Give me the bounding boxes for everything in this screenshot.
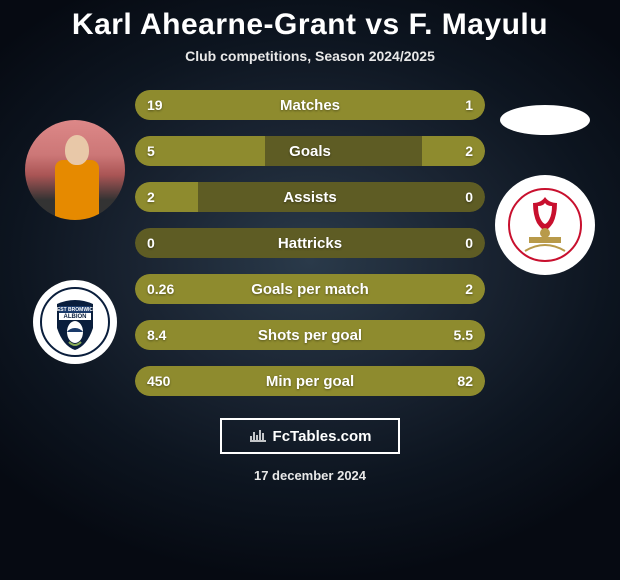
page-title: Karl Ahearne-Grant vs F. Mayulu bbox=[0, 8, 620, 42]
stat-label: Matches bbox=[135, 90, 485, 120]
club-crest-right bbox=[495, 175, 595, 275]
left-side: EST BROMWIC ALBION bbox=[15, 90, 135, 364]
brand-label: FcTables.com bbox=[273, 428, 372, 445]
footer-date: 17 december 2024 bbox=[0, 468, 620, 483]
stat-row: 0.262Goals per match bbox=[135, 274, 485, 304]
stat-label: Goals bbox=[135, 136, 485, 166]
svg-text:EST BROMWIC: EST BROMWIC bbox=[57, 307, 93, 313]
stat-row: 45082Min per goal bbox=[135, 366, 485, 396]
subtitle: Club competitions, Season 2024/2025 bbox=[0, 48, 620, 64]
player-photo-right-placeholder bbox=[500, 105, 590, 135]
chart-icon bbox=[249, 426, 267, 447]
brand-footer: FcTables.com bbox=[220, 418, 400, 454]
stat-label: Goals per match bbox=[135, 274, 485, 304]
right-side bbox=[485, 90, 605, 275]
stat-row: 52Goals bbox=[135, 136, 485, 166]
stat-label: Assists bbox=[135, 182, 485, 212]
stat-row: 00Hattricks bbox=[135, 228, 485, 258]
stat-bars: 191Matches 52Goals 20Assists 00Hattricks 0.2… bbox=[135, 90, 485, 396]
comparison-main: EST BROMWIC ALBION 191Matches 52Goals 20As… bbox=[0, 90, 620, 396]
content-root: Karl Ahearne-Grant vs F. Mayulu Club com… bbox=[0, 0, 620, 580]
stat-row: 8.45.5Shots per goal bbox=[135, 320, 485, 350]
stat-label: Shots per goal bbox=[135, 320, 485, 350]
stat-row: 191Matches bbox=[135, 90, 485, 120]
wba-crest-icon: EST BROMWIC ALBION bbox=[37, 284, 113, 360]
stat-label: Hattricks bbox=[135, 228, 485, 258]
stat-label: Min per goal bbox=[135, 366, 485, 396]
club-crest-left: EST BROMWIC ALBION bbox=[33, 280, 117, 364]
player-photo-left bbox=[25, 120, 125, 220]
stat-row: 20Assists bbox=[135, 182, 485, 212]
bristol-city-crest-icon bbox=[505, 185, 585, 265]
svg-text:ALBION: ALBION bbox=[64, 314, 87, 320]
